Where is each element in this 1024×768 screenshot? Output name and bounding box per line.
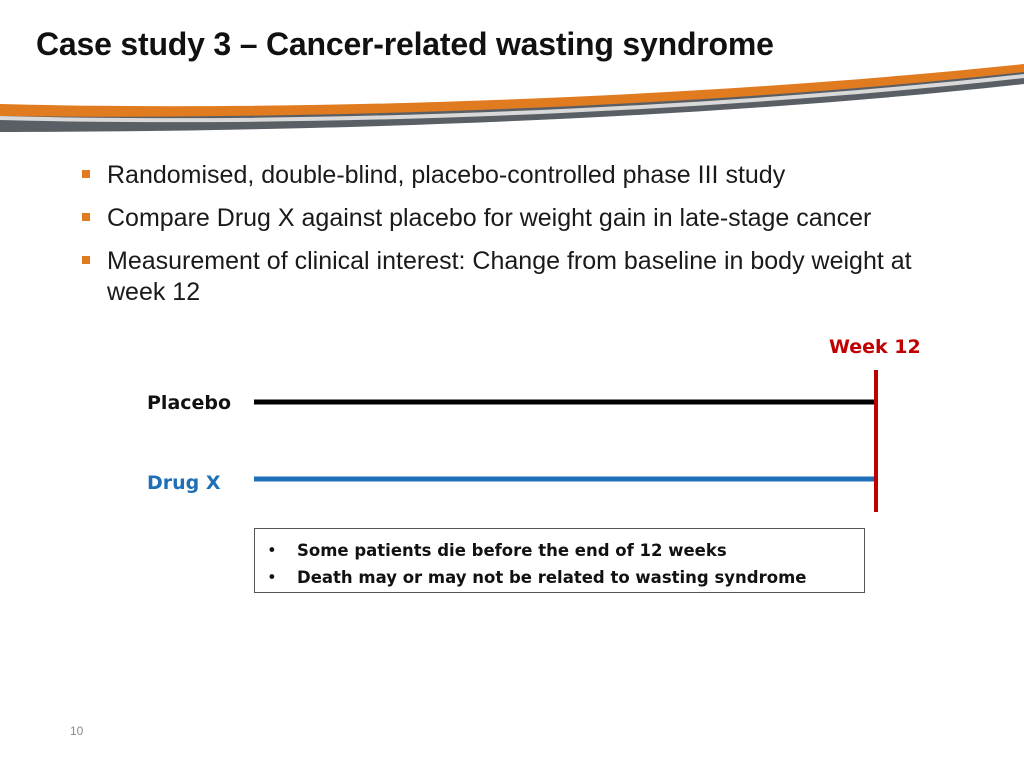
callout-text: Some patients die before the end of 12 w… — [297, 541, 727, 560]
swoosh-light-band — [0, 74, 1024, 123]
slide-title: Case study 3 – Cancer-related wasting sy… — [36, 26, 774, 62]
swoosh-orange-band — [0, 64, 1024, 117]
square-bullet-icon — [82, 170, 90, 178]
bullet-text: Compare Drug X against placebo for weigh… — [107, 204, 872, 232]
bullet-list: Randomised, double-blind, placebo-contro… — [82, 160, 912, 320]
study-timeline-diagram — [254, 370, 878, 512]
bullet-item: Compare Drug X against placebo for weigh… — [82, 203, 912, 234]
square-bullet-icon — [82, 213, 90, 221]
callout-box: • Some patients die before the end of 12… — [254, 528, 865, 593]
callout-item: • Death may or may not be related to was… — [267, 564, 806, 591]
callout-item: • Some patients die before the end of 12… — [267, 537, 806, 564]
placebo-arm-label: Placebo — [147, 392, 232, 414]
callout-text: Death may or may not be related to wasti… — [297, 568, 807, 587]
week-12-label: Week 12 — [829, 336, 921, 358]
round-bullet-icon: • — [267, 541, 277, 560]
drug-x-arm-label: Drug X — [147, 472, 221, 494]
page-number: 10 — [70, 724, 84, 738]
bullet-item: Measurement of clinical interest: Change… — [82, 246, 912, 308]
bullet-text: Measurement of clinical interest: Change… — [107, 247, 912, 306]
bullet-text: Randomised, double-blind, placebo-contro… — [107, 161, 786, 189]
round-bullet-icon: • — [267, 568, 277, 587]
swoosh-gray-band — [0, 70, 1024, 132]
header-swoosh-decoration — [0, 64, 1024, 132]
callout-list: • Some patients die before the end of 12… — [267, 537, 806, 591]
square-bullet-icon — [82, 256, 90, 264]
bullet-item: Randomised, double-blind, placebo-contro… — [82, 160, 912, 191]
